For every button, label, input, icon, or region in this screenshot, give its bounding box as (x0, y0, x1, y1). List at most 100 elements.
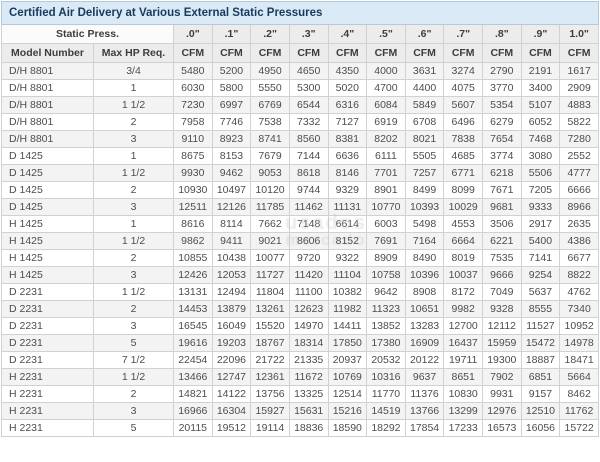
cfm-value-cell: 9053 (250, 164, 290, 182)
model-number-cell: D 1425 (1, 147, 94, 165)
cfm-value-cell: 9720 (288, 249, 329, 267)
cfm-value-cell: 19300 (482, 351, 522, 369)
cfm-value-cell: 4650 (288, 62, 329, 80)
table-row: H 1425 1 8616 8114 7662 7148 6614 6003 5498 4553 3… (1, 215, 599, 233)
cfm-value-cell: 8909 (366, 249, 406, 267)
cfm-col-header: CFM (366, 43, 406, 63)
cfm-value-cell: 9328 (482, 300, 522, 318)
cfm-value-cell: 7148 (288, 215, 329, 233)
cfm-value-cell: 8741 (250, 130, 290, 148)
cfm-value-cell: 9930 (173, 164, 213, 182)
cfm-value-cell: 22096 (211, 351, 252, 369)
cfm-value-cell: 5506 (520, 164, 561, 182)
table-row: D 2231 7 1/2 22454 22096 21722 21335 20937 2053… (1, 351, 599, 369)
cfm-value-cell: 7280 (559, 130, 599, 148)
cfm-value-cell: 7340 (559, 300, 599, 318)
model-number-cell: D 1425 (1, 181, 94, 199)
cfm-value-cell: 8202 (366, 130, 406, 148)
cfm-value-cell: 12510 (520, 402, 561, 420)
cfm-value-cell: 3506 (482, 215, 522, 233)
table-row: D 1425 2 10930 10497 10120 9744 9329 8901 8499 80… (1, 181, 599, 199)
cfm-value-cell: 5550 (250, 79, 290, 97)
cfm-value-cell: 5637 (520, 283, 561, 301)
cfm-value-cell: 14519 (366, 402, 406, 420)
model-number-cell: D 2231 (1, 283, 94, 301)
cfm-value-cell: 13299 (443, 402, 483, 420)
model-number-cell: D 2231 (1, 351, 94, 369)
cfm-value-cell: 2635 (559, 215, 599, 233)
cfm-col-header: CFM (482, 43, 522, 63)
cfm-value-cell: 13852 (366, 317, 406, 335)
cfm-value-cell: 6664 (443, 232, 483, 250)
cfm-value-cell: 7691 (366, 232, 406, 250)
cfm-col-header: CFM (520, 43, 561, 63)
model-number-cell: D/H 8801 (1, 130, 94, 148)
cfm-value-cell: 19711 (443, 351, 483, 369)
cfm-value-cell: 10316 (366, 368, 406, 386)
cfm-value-cell: 20937 (327, 351, 368, 369)
cfm-value-cell: 18590 (327, 419, 368, 437)
cfm-value-cell: 19512 (211, 419, 252, 437)
table-row: D 2231 2 14453 13879 13261 12623 11982 11323 106… (1, 300, 599, 318)
cfm-value-cell: 2191 (520, 62, 561, 80)
cfm-value-cell: 11804 (250, 283, 290, 301)
cfm-col-header: CFM (173, 43, 213, 63)
cfm-value-cell: 11420 (288, 266, 329, 284)
cfm-value-cell: 6919 (366, 113, 406, 131)
table-body: D/H 8801 3/4 5480 5200 4950 4650 4350 4000 3631 3… (1, 62, 599, 437)
pressure-col-header: .8" (482, 24, 522, 44)
cfm-col-header: CFM (443, 43, 483, 63)
cfm-value-cell: 7205 (520, 181, 561, 199)
cfm-value-cell: 4386 (559, 232, 599, 250)
cfm-value-cell: 8555 (520, 300, 561, 318)
cfm-value-cell: 3631 (404, 62, 445, 80)
cfm-value-cell: 4000 (366, 62, 406, 80)
cfm-value-cell: 9110 (173, 130, 213, 148)
model-number-cell: D 2231 (1, 317, 94, 335)
cfm-value-cell: 14453 (173, 300, 213, 318)
cfm-value-cell: 7127 (327, 113, 368, 131)
cfm-value-cell: 17380 (366, 334, 406, 352)
cfm-value-cell: 10651 (404, 300, 445, 318)
cfm-value-cell: 14821 (173, 385, 213, 403)
cfm-value-cell: 7535 (482, 249, 522, 267)
model-number-cell: H 2231 (1, 419, 94, 437)
cfm-value-cell: 12514 (327, 385, 368, 403)
model-number-cell: D 2231 (1, 334, 94, 352)
cfm-value-cell: 8499 (404, 181, 445, 199)
cfm-value-cell: 8901 (366, 181, 406, 199)
cfm-value-cell: 9254 (520, 266, 561, 284)
cfm-value-cell: 5505 (404, 147, 445, 165)
cfm-col-header: CFM (288, 43, 329, 63)
cfm-value-cell: 13466 (173, 368, 213, 386)
static-press-header: Static Press. (1, 24, 174, 44)
cfm-value-cell: 10930 (173, 181, 213, 199)
cfm-value-cell: 9021 (250, 232, 290, 250)
cfm-value-cell: 2552 (559, 147, 599, 165)
cfm-value-cell: 16056 (520, 419, 561, 437)
cfm-value-cell: 9744 (288, 181, 329, 199)
cfm-value-cell: 8923 (211, 130, 252, 148)
cfm-value-cell: 8152 (327, 232, 368, 250)
cfm-value-cell: 4950 (250, 62, 290, 80)
cfm-value-cell: 13756 (250, 385, 290, 403)
cfm-value-cell: 15927 (250, 402, 290, 420)
cfm-value-cell: 15959 (482, 334, 522, 352)
cfm-value-cell: 6279 (482, 113, 522, 131)
cfm-value-cell: 16304 (211, 402, 252, 420)
model-number-cell: D 1425 (1, 198, 94, 216)
max-hp-cell: 1 1/2 (93, 164, 174, 182)
cfm-value-cell: 10077 (250, 249, 290, 267)
cfm-value-cell: 9982 (443, 300, 483, 318)
pressure-col-header: .7" (443, 24, 483, 44)
cfm-value-cell: 9157 (520, 385, 561, 403)
cfm-value-cell: 12747 (211, 368, 252, 386)
max-hp-cell: 1 1/2 (93, 232, 174, 250)
cfm-value-cell: 10382 (327, 283, 368, 301)
model-number-cell: D 1425 (1, 164, 94, 182)
cfm-value-cell: 6636 (327, 147, 368, 165)
pressure-col-header: 1.0" (559, 24, 599, 44)
cfm-value-cell: 7662 (250, 215, 290, 233)
cfm-value-cell: 21722 (250, 351, 290, 369)
cfm-value-cell: 9642 (366, 283, 406, 301)
